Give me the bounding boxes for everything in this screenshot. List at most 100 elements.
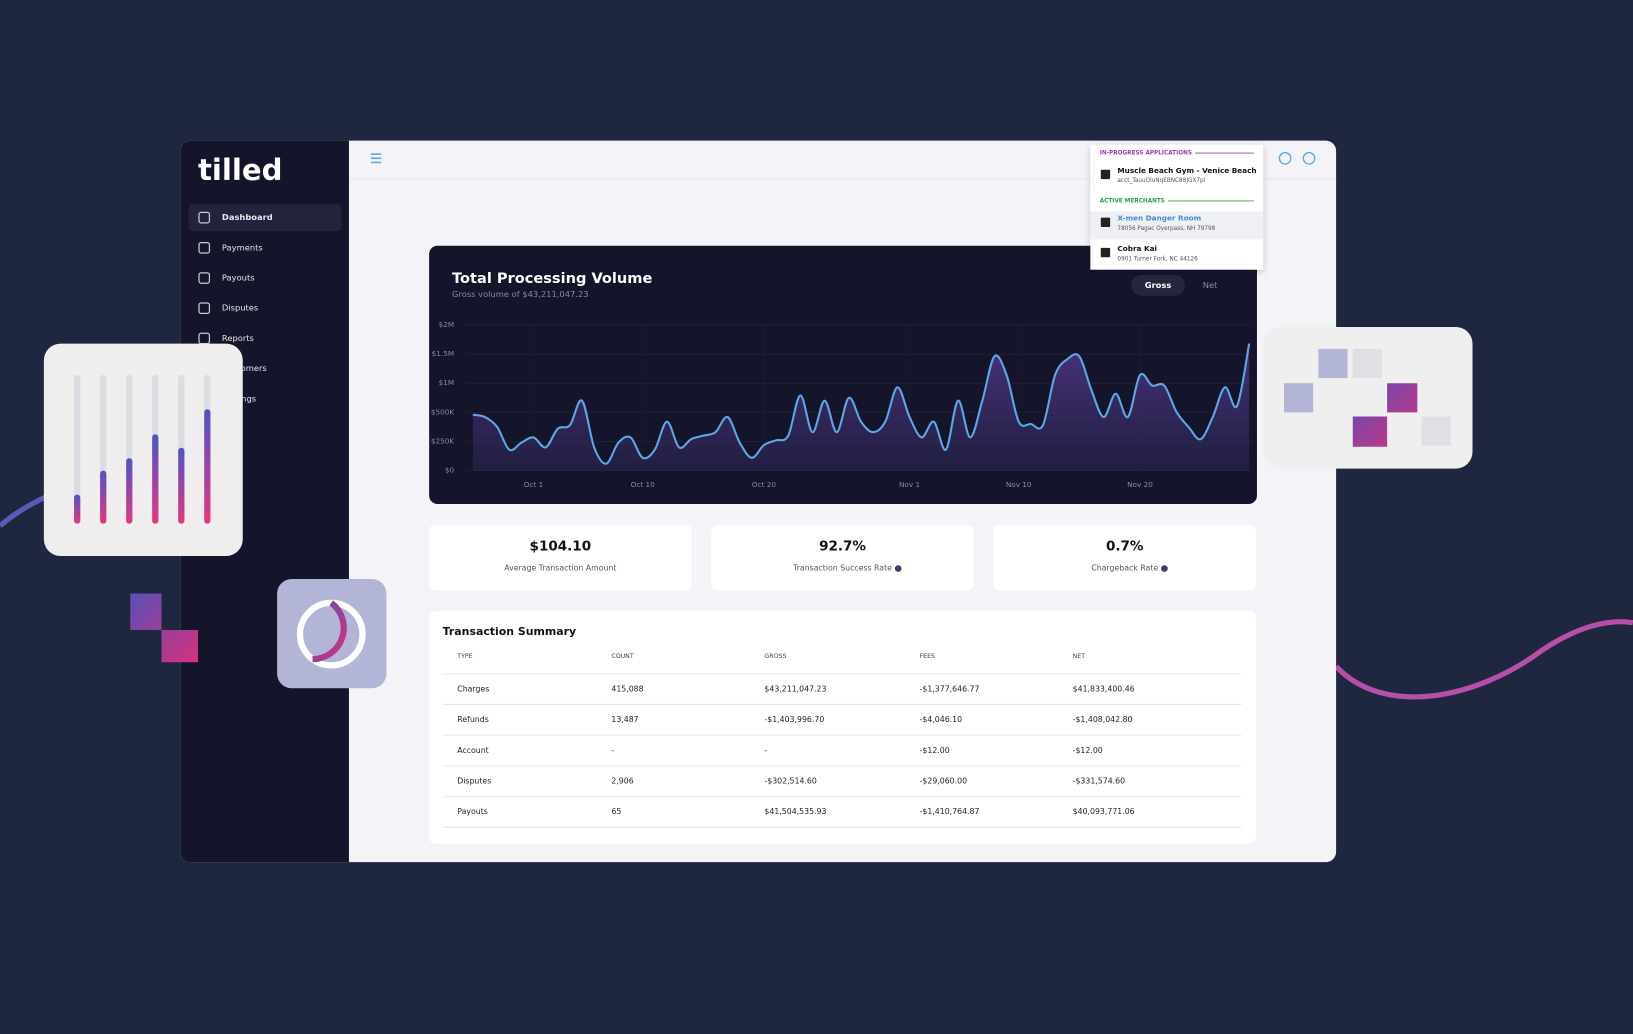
- table-cell: -$12.00: [1073, 746, 1103, 755]
- decor-bar: [100, 470, 107, 524]
- table-cell: -: [764, 746, 767, 755]
- column-header: GROSS: [764, 653, 786, 660]
- table-cell: -$1,403,996.70: [764, 715, 824, 724]
- kpi-label: Chargeback Rate: [1091, 564, 1158, 573]
- kpi-card: [711, 524, 974, 591]
- table-cell: -$302,514.60: [764, 776, 816, 785]
- line: [472, 343, 1251, 465]
- table-cell: $41,833,400.46: [1073, 684, 1135, 693]
- table-cell: $40,093,771.06: [1073, 807, 1135, 816]
- table-card: [429, 611, 1256, 844]
- decor-bar: [152, 434, 159, 524]
- item-detail: 78056 Pagac Overpass, NH 79798: [1117, 226, 1215, 232]
- nav-item[interactable]: Customers: [222, 363, 267, 373]
- dropdown: IN-PROGRESS APPLICATIONS Muscle Beach Gym…: [1090, 144, 1264, 270]
- decor-curve: [1334, 619, 1633, 700]
- info-icon[interactable]: [894, 565, 902, 572]
- table-cell: Disputes: [457, 776, 491, 785]
- decor-bar: [204, 409, 211, 524]
- kpi-card: [429, 524, 692, 591]
- nav-item[interactable]: Reports: [222, 333, 254, 343]
- decor-square: [1284, 383, 1314, 413]
- y-tick-label: $0: [445, 466, 455, 475]
- table-cell: Refunds: [457, 715, 489, 724]
- column-header: TYPE: [456, 653, 472, 660]
- kpi-value: 92.7%: [819, 539, 866, 555]
- table-cell: -$1,408,042.80: [1073, 715, 1133, 724]
- x-tick-label: Oct 10: [631, 480, 655, 489]
- app-window: tilled Dashboard Payments Payouts Disputes R…: [180, 140, 1337, 863]
- nav-item[interactable]: Payouts: [222, 273, 255, 283]
- table-cell: -$29,060.00: [920, 776, 967, 785]
- decor-card: [277, 578, 387, 689]
- y-tick-label: $1M: [439, 378, 455, 387]
- section-title: ACTIVE MERCHANTS: [1100, 198, 1165, 204]
- x-tick-label: Oct 1: [524, 480, 544, 489]
- table-cell: 415,088: [611, 684, 643, 693]
- info-icon[interactable]: [1161, 565, 1168, 572]
- nav-item[interactable]: Disputes: [222, 303, 258, 313]
- decor-square: [1318, 348, 1348, 378]
- section-title: IN-PROGRESS APPLICATIONS: [1100, 151, 1192, 157]
- dropdown-panel: [1090, 144, 1264, 270]
- table-cell: Charges: [457, 684, 489, 693]
- decor-blocks: [1352, 383, 1418, 447]
- kpi-value: $104.10: [530, 539, 592, 555]
- decor-ring: [312, 600, 347, 663]
- decor-blocks: [130, 593, 198, 663]
- item-icon: [1100, 169, 1111, 180]
- toggle-option[interactable]: Net: [1203, 280, 1218, 290]
- table-cell: -$331,574.60: [1073, 776, 1125, 785]
- item-name[interactable]: X-men Danger Room: [1117, 214, 1201, 223]
- item-name[interactable]: Muscle Beach Gym - Venice Beach: [1117, 166, 1256, 175]
- chart-title: Total Processing Volume: [452, 270, 652, 287]
- column-header: COUNT: [611, 653, 633, 660]
- table-cell: Payouts: [457, 807, 488, 816]
- kpi-card: [993, 524, 1256, 591]
- table-cell: $43,211,047.23: [764, 684, 826, 693]
- decor-square: [1421, 416, 1451, 446]
- help-icon[interactable]: [1278, 151, 1292, 165]
- table-cell: $41,504,535.93: [764, 807, 826, 816]
- x-tick-label: Oct 20: [752, 480, 776, 489]
- y-tick-label: $250K: [431, 437, 454, 446]
- dropdown-hover: [1090, 211, 1264, 240]
- kpi-value: 0.7%: [1106, 539, 1144, 555]
- nav-item[interactable]: Payments: [222, 242, 263, 252]
- item-detail: 0901 Turner Fork, NC 44126: [1117, 256, 1198, 262]
- toggle-active: [1130, 274, 1186, 296]
- x-tick-label: Nov 20: [1127, 480, 1153, 489]
- table-cell: Account: [457, 746, 488, 755]
- x-tick-label: Nov 1: [899, 480, 920, 489]
- y-tick-label: $2M: [439, 320, 455, 329]
- table-cell: -$1,410,764.87: [920, 807, 980, 816]
- table-cell: -$4,046.10: [920, 715, 963, 724]
- table-cell: -$12.00: [920, 746, 950, 755]
- x-tick-label: Nov 10: [1006, 480, 1032, 489]
- decor-square: [1352, 348, 1382, 378]
- decor-bar: [74, 494, 81, 524]
- kpi-label: Average Transaction Amount: [504, 564, 616, 573]
- chart-subtitle: Gross volume of $43,211,047.23: [452, 289, 589, 299]
- item-name[interactable]: Cobra Kai: [1117, 244, 1157, 253]
- brand-logo: tilled: [198, 153, 283, 187]
- table-cell: -: [611, 746, 614, 755]
- account-icon[interactable]: [1302, 151, 1316, 165]
- y-tick-label: $1.5M: [432, 349, 454, 358]
- item-detail: acct_TauuOluNqEBNC88JGX7pl: [1117, 178, 1205, 184]
- decor-card: [1263, 326, 1473, 469]
- y-tick-label: $500K: [431, 407, 454, 416]
- item-icon: [1100, 247, 1111, 258]
- toggle-option[interactable]: Gross: [1145, 280, 1172, 290]
- table-cell: 13,487: [611, 715, 638, 724]
- decor-card: [43, 343, 243, 557]
- table-cell: 65: [611, 807, 621, 816]
- nav-icon: [198, 302, 211, 315]
- menu-icon[interactable]: [370, 153, 382, 164]
- nav-icon: [198, 211, 211, 224]
- decor-bar: [178, 447, 185, 524]
- nav-item[interactable]: Dashboard: [222, 212, 273, 222]
- nav-icon: [198, 241, 211, 254]
